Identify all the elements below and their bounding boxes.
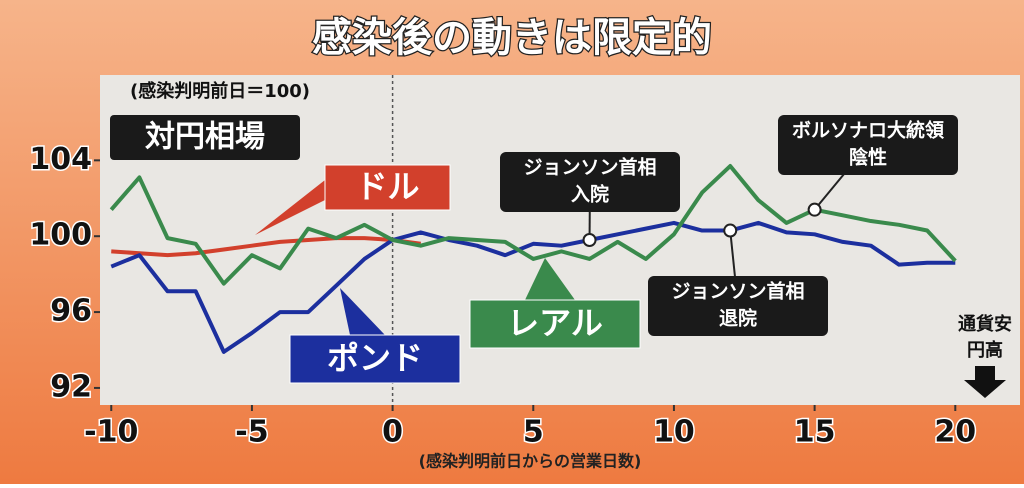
legend-label: レアル — [507, 304, 603, 342]
note: (感染判明前日＝100) — [130, 80, 310, 102]
annotation-text: 陰性 — [849, 146, 887, 169]
x-tick-label: 15 — [794, 415, 836, 450]
y-tick-label: 96 — [50, 294, 92, 329]
chart-title: 感染後の動きは限定的 — [312, 15, 712, 61]
y-tick-label: 92 — [50, 369, 92, 404]
annotation-text: ジョンソン首相 — [523, 156, 656, 179]
annotation-text: ボルソナロ大統領 — [792, 119, 945, 142]
x-tick-label: 0 — [382, 415, 403, 450]
legend-label: ドル — [355, 168, 419, 206]
direction-label: 通貨安 — [958, 313, 1012, 335]
annotation-text: 退院 — [719, 307, 757, 330]
x-tick-label: -5 — [235, 415, 268, 450]
y-tick-label: 104 — [29, 142, 92, 177]
annotation-text: 入院 — [571, 183, 609, 206]
direction-label: 円高 — [967, 339, 1003, 361]
x-tick-label: 5 — [523, 415, 544, 450]
annotation-point — [809, 204, 821, 216]
legend-label: ポンド — [327, 339, 423, 377]
annotation-text: ジョンソン首相 — [671, 280, 804, 303]
x-tick-label: -10 — [84, 415, 138, 450]
annotation-point — [584, 234, 596, 246]
subtitle: 対円相場 — [145, 120, 265, 155]
x-tick-label: 10 — [653, 415, 695, 450]
x-tick-label: 20 — [934, 415, 976, 450]
annotation-point — [724, 225, 736, 237]
y-tick-label: 100 — [29, 218, 92, 253]
x-axis-label: (感染判明前日からの営業日数) — [419, 452, 642, 471]
